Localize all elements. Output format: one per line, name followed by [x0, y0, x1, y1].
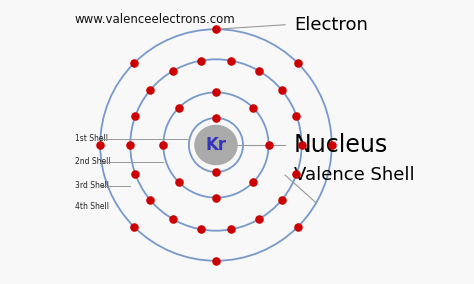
Point — [146, 88, 154, 92]
Point — [175, 180, 182, 185]
Point — [130, 61, 138, 65]
Text: Kr: Kr — [205, 136, 227, 154]
Point — [212, 170, 220, 174]
Text: 4th Shell: 4th Shell — [74, 202, 109, 211]
Point — [212, 116, 220, 120]
Point — [249, 106, 257, 110]
Ellipse shape — [195, 126, 237, 164]
Text: 3rd Shell: 3rd Shell — [74, 181, 109, 190]
Point — [197, 227, 205, 232]
Text: Nucleus: Nucleus — [294, 133, 388, 157]
Point — [278, 88, 285, 92]
Point — [212, 27, 220, 32]
Point — [227, 58, 235, 63]
Point — [132, 113, 139, 118]
Point — [127, 143, 134, 147]
Point — [130, 225, 138, 229]
Point — [227, 227, 235, 232]
Point — [197, 58, 205, 63]
Point — [292, 113, 300, 118]
Point — [132, 172, 139, 177]
Point — [265, 143, 273, 147]
Point — [212, 195, 220, 200]
Point — [298, 143, 305, 147]
Text: 1st Shell: 1st Shell — [74, 135, 108, 143]
Point — [169, 217, 177, 222]
Point — [255, 217, 263, 222]
Point — [328, 143, 336, 147]
Point — [292, 172, 300, 177]
Point — [294, 225, 301, 229]
Point — [169, 68, 177, 73]
Text: 2nd Shell: 2nd Shell — [74, 157, 110, 166]
Point — [249, 180, 257, 185]
Point — [146, 198, 154, 202]
Point — [212, 90, 220, 95]
Point — [212, 258, 220, 263]
Point — [160, 143, 167, 147]
Text: www.valenceelectrons.com: www.valenceelectrons.com — [74, 13, 236, 26]
Point — [175, 106, 182, 110]
Text: Electron: Electron — [294, 16, 368, 34]
Point — [294, 61, 301, 65]
Point — [278, 198, 285, 202]
Point — [96, 143, 104, 147]
Point — [255, 68, 263, 73]
Text: Valence Shell: Valence Shell — [294, 166, 415, 184]
